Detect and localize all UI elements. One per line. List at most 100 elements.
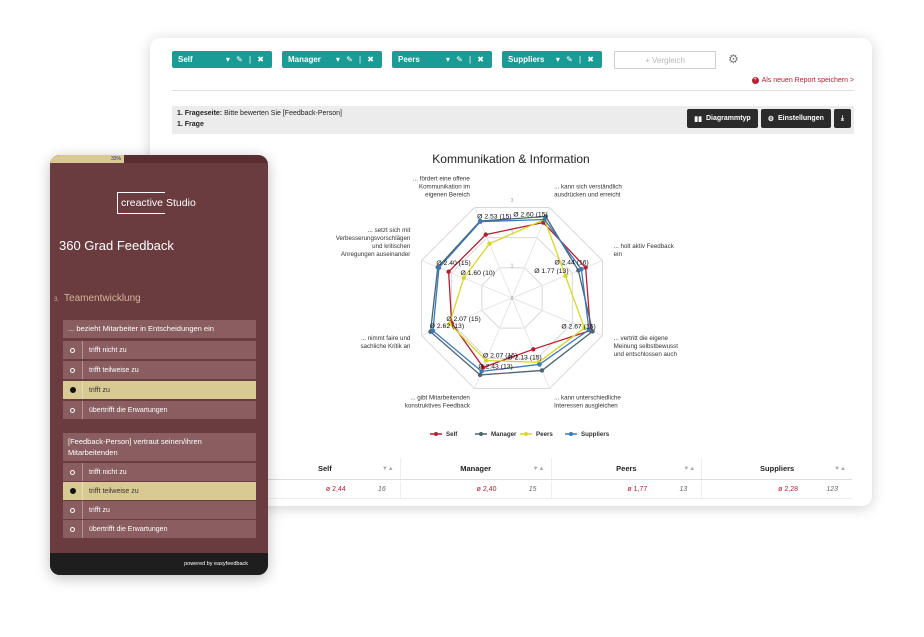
filter-chip-manager[interactable]: Manager ▾ ✎ | ✖ xyxy=(282,51,382,68)
radio-icon[interactable] xyxy=(70,367,75,373)
question-toolbar: ▮▮ Diagrammtyp ⚙ Einstellungen ⤓ xyxy=(687,109,851,128)
table-cell: ø 2,40 15 xyxy=(399,481,551,498)
chip-controls[interactable]: ▾ ✎ | ✖ xyxy=(445,55,486,64)
progress-percent: 33% xyxy=(110,156,121,162)
legend-marker xyxy=(569,432,573,436)
data-label: Ø 2.07 (15) xyxy=(446,316,480,323)
axis-label: ... fördert eine offene Kommunikation im e… xyxy=(413,175,471,198)
chip-controls[interactable]: ▾ ✎ | ✖ xyxy=(335,55,376,64)
axis-label: ... setzt sich mit Verbesserungsvorschläg… xyxy=(336,227,411,258)
data-point xyxy=(483,358,489,363)
plus-circle-icon: + xyxy=(751,77,759,84)
answer-option-selected[interactable]: trifft teilweise zu xyxy=(63,482,256,500)
radio-icon[interactable] xyxy=(70,407,75,413)
compare-button[interactable]: + Vergleich xyxy=(614,51,716,69)
data-point xyxy=(447,321,452,327)
chart-type-button[interactable]: ▮▮ Diagrammtyp xyxy=(687,109,758,128)
sort-icon[interactable]: ▼▲ xyxy=(532,465,545,472)
data-point xyxy=(430,328,436,333)
answer-option[interactable]: trifft zu xyxy=(63,501,256,519)
data-point xyxy=(478,219,483,224)
legend-item: Manager xyxy=(491,431,517,438)
table-row: ø 2,44 16 ø 2,40 15 ø 1,77 13 ø 2,28 123 xyxy=(250,481,852,499)
gear-icon: ⚙ xyxy=(767,115,774,123)
save-report-link[interactable]: + Als neuen Report speichern > xyxy=(751,77,854,84)
logo: creactive Studio xyxy=(117,192,196,214)
radio-icon[interactable] xyxy=(70,469,75,475)
report-dashboard: Self ▾ ✎ | ✖ Manager ▾ ✎ | ✖ Peers ▾ ✎ | ✖ … xyxy=(150,38,872,506)
survey-title: 360 Grad Feedback xyxy=(59,238,174,253)
radio-icon[interactable] xyxy=(70,526,75,532)
data-point xyxy=(446,269,451,274)
data-point xyxy=(583,265,588,270)
axis-spoke xyxy=(511,297,550,389)
question-label: ... bezieht Mitarbeiter in Entscheidunge… xyxy=(63,320,256,338)
data-point xyxy=(539,368,545,373)
chip-controls[interactable]: ▾ ✎ | ✖ xyxy=(225,55,266,64)
axis-label: ... kann unterschiedliche Interessen ausg… xyxy=(554,395,621,410)
data-label: Ø 2.67 (15) xyxy=(561,323,595,330)
data-label: Ø 1.77 (13) xyxy=(534,268,568,275)
data-point xyxy=(479,369,484,374)
axis-label: ... holt aktiv Feedback ein xyxy=(614,243,675,258)
data-point xyxy=(487,241,492,246)
download-button[interactable]: ⤓ xyxy=(833,109,851,128)
data-point xyxy=(586,327,592,333)
data-point xyxy=(590,329,595,334)
answer-option-selected[interactable]: trifft zu xyxy=(63,381,256,399)
sort-icon[interactable]: ▼▲ xyxy=(381,465,394,472)
answer-option[interactable]: trifft nicht zu xyxy=(63,341,256,359)
data-point xyxy=(531,347,536,352)
settings-button[interactable]: ⚙ Einstellungen xyxy=(760,109,831,128)
section-title: 3. Teamentwicklung xyxy=(54,293,141,304)
table-cell: ø 1,77 13 xyxy=(550,481,702,498)
chart-title: Kommunikation & Information xyxy=(432,152,590,166)
radio-icon[interactable] xyxy=(69,488,76,494)
bar-chart-icon: ▮▮ xyxy=(694,115,702,123)
col-header-suppliers[interactable]: Suppliers ▼▲ xyxy=(701,458,852,479)
legend-marker xyxy=(479,432,483,436)
data-label: Ø 2.53 (15) xyxy=(477,214,511,221)
radio-icon[interactable] xyxy=(70,507,75,513)
col-header-peers[interactable]: Peers ▼▲ xyxy=(550,458,702,479)
data-label: Ø 2.13 (15) xyxy=(507,354,541,361)
legend-marker xyxy=(524,432,528,436)
filter-chip-suppliers[interactable]: Suppliers ▾ ✎ | ✖ xyxy=(502,51,602,68)
axis-label: ... gibt Mitarbeitenden konstruktives Fee… xyxy=(405,395,471,410)
data-point xyxy=(436,265,442,270)
chip-controls[interactable]: ▾ ✎ | ✖ xyxy=(555,55,596,64)
data-label: Ø 2.60 (15) xyxy=(513,212,547,219)
filter-chip-peers[interactable]: Peers ▾ ✎ | ✖ xyxy=(392,51,492,68)
col-header-manager[interactable]: Manager ▼▲ xyxy=(399,458,551,479)
data-point xyxy=(579,267,584,272)
data-label: Ø 2.43 (13) xyxy=(478,363,512,370)
survey-phone: 33% creactive Studio 360 Grad Feedback 3.… xyxy=(50,155,268,575)
sort-icon[interactable]: ▼▲ xyxy=(683,465,696,472)
data-point xyxy=(483,232,488,237)
answer-option[interactable]: trifft teilweise zu xyxy=(63,361,256,379)
legend-item: Suppliers xyxy=(581,431,610,438)
data-point xyxy=(481,365,486,370)
filter-chip-self[interactable]: Self ▾ ✎ | ✖ xyxy=(172,51,272,68)
data-label: Ø 2.40 (15) xyxy=(436,260,470,267)
data-label: Ø 1.60 (10) xyxy=(461,270,495,277)
data-point xyxy=(477,372,483,378)
answer-option[interactable]: trifft nicht zu xyxy=(63,463,256,481)
divider xyxy=(172,90,854,91)
data-point xyxy=(582,325,587,331)
col-header-self[interactable]: Self ▼▲ xyxy=(317,464,394,473)
radio-icon[interactable] xyxy=(69,387,76,393)
powered-by-footer: powered by easyfeedback xyxy=(50,553,268,575)
answer-option[interactable]: übertrifft die Erwartungen xyxy=(63,401,256,419)
sort-icon[interactable]: ▼▲ xyxy=(834,465,846,472)
tick-label: 0 xyxy=(511,296,514,302)
data-label: Ø 2.07 (15) xyxy=(483,352,517,359)
question-number: 1. Frage xyxy=(177,121,204,128)
data-label: Ø 2.44 (16) xyxy=(554,259,588,266)
radio-icon[interactable] xyxy=(70,347,75,353)
download-icon: ⤓ xyxy=(840,114,844,122)
legend-item: Peers xyxy=(536,431,553,438)
tick-label: 3 xyxy=(511,198,514,204)
gear-icon[interactable]: ⚙ xyxy=(728,52,739,66)
answer-option[interactable]: übertrifft die Erwartungen xyxy=(63,520,256,538)
